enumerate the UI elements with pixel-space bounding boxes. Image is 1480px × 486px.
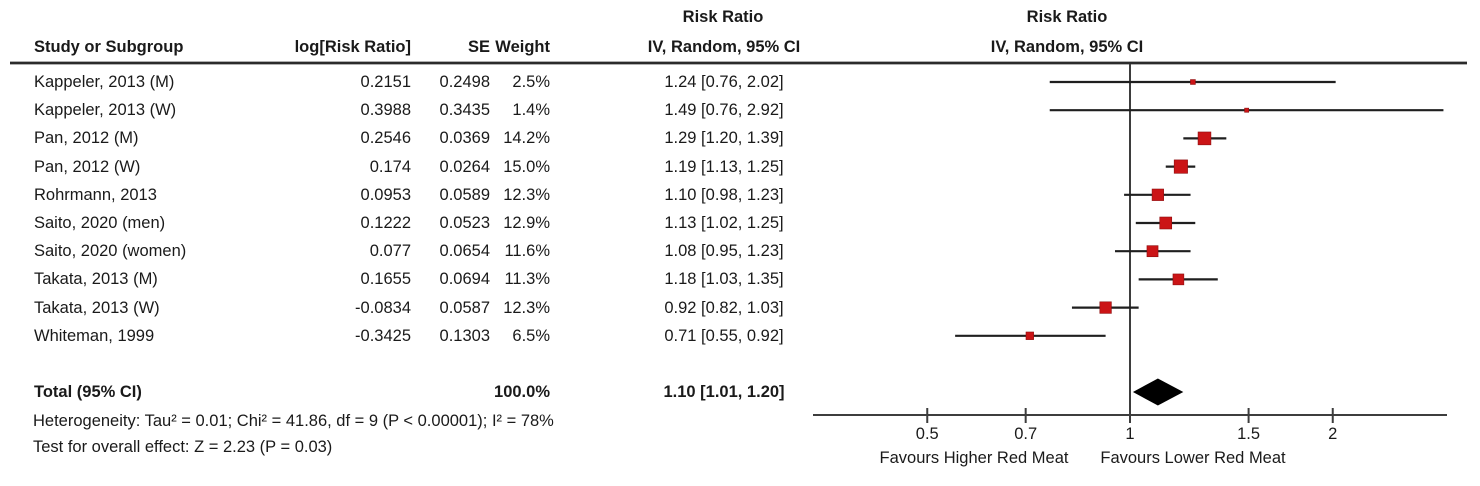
log-risk-ratio-value: -0.3425 bbox=[355, 326, 411, 345]
log-risk-ratio-value: 0.3988 bbox=[360, 101, 411, 120]
table-row: Pan, 2012 (M) 0.2546 0.0369 14.2% 1.29 [1.20… bbox=[0, 124, 810, 152]
se-value: 0.3435 bbox=[439, 101, 490, 120]
se-value: 0.1303 bbox=[439, 326, 490, 345]
table-row: Saito, 2020 (men) 0.1222 0.0523 12.9% 1.13 [… bbox=[0, 209, 810, 237]
ci-text-value: 1.08 [0.95, 1.23] bbox=[664, 242, 784, 261]
study-column-header: Study or Subgroup bbox=[34, 38, 184, 56]
study-label: Whiteman, 1999 bbox=[34, 326, 155, 345]
effect-square bbox=[1025, 331, 1034, 340]
total-label: Total (95% CI) bbox=[34, 383, 142, 401]
weight-value: 1.4% bbox=[512, 101, 550, 120]
ci-text-value: 1.24 [0.76, 2.02] bbox=[664, 73, 784, 91]
favours-left-label: Favours Higher Red Meat bbox=[879, 449, 1069, 467]
study-label: Takata, 2013 (W) bbox=[34, 298, 160, 317]
ci-text-value: 1.19 [1.13, 1.25] bbox=[664, 157, 784, 176]
heterogeneity-note: Heterogeneity: Tau² = 0.01; Chi² = 41.86… bbox=[33, 412, 554, 430]
weight-value: 11.6% bbox=[504, 242, 550, 261]
table-row: Saito, 2020 (women) 0.077 0.0654 11.6% 1.08 … bbox=[0, 237, 810, 265]
study-label: Takata, 2013 (M) bbox=[34, 270, 158, 289]
plot-header-bottom: IV, Random, 95% CI bbox=[990, 38, 1144, 56]
log-risk-ratio-value: 0.2151 bbox=[360, 73, 411, 91]
table-row: Whiteman, 1999 -0.3425 0.1303 6.5% 0.71 [0.5… bbox=[0, 322, 810, 350]
se-value: 0.2498 bbox=[439, 73, 490, 91]
table-row: Rohrmann, 2013 0.0953 0.0589 12.3% 1.10 [0.9… bbox=[0, 181, 810, 209]
ci-text-value: 1.13 [1.02, 1.25] bbox=[664, 214, 784, 232]
effect-square bbox=[1151, 188, 1164, 201]
study-label: Pan, 2012 (W) bbox=[34, 157, 141, 176]
study-label: Kappeler, 2013 (W) bbox=[34, 101, 177, 120]
study-label: Saito, 2020 (women) bbox=[34, 242, 187, 261]
log-risk-ratio-value: 0.174 bbox=[369, 157, 411, 176]
overall-effect-note: Test for overall effect: Z = 2.23 (P = 0… bbox=[33, 438, 333, 456]
axis-tick-label: 1 bbox=[1125, 425, 1135, 443]
table-row: Kappeler, 2013 (M) 0.2151 0.2498 2.5% 1.24 [… bbox=[0, 68, 810, 96]
table-row: Takata, 2013 (W) -0.0834 0.0587 12.3% 0.92 [… bbox=[0, 294, 810, 322]
log-risk-ratio-value: 0.2546 bbox=[360, 129, 411, 148]
axis-tick-label: 0.7 bbox=[1014, 425, 1038, 443]
study-label: Kappeler, 2013 (M) bbox=[34, 73, 175, 91]
ci-text-value: 0.71 [0.55, 0.92] bbox=[664, 326, 784, 345]
log-risk-ratio-value: -0.0834 bbox=[355, 298, 411, 317]
effect-square bbox=[1099, 301, 1112, 314]
log-risk-ratio-value: 0.0953 bbox=[360, 185, 411, 204]
effect-square bbox=[1244, 107, 1250, 113]
ci-text-value: 0.92 [0.82, 1.03] bbox=[664, 298, 784, 317]
plot-header-top: Risk Ratio bbox=[1026, 8, 1108, 26]
axis-tick-label: 2 bbox=[1328, 425, 1338, 443]
summary-diamond bbox=[1132, 378, 1184, 406]
effect-square bbox=[1197, 131, 1212, 146]
ci-text-value: 1.49 [0.76, 2.92] bbox=[664, 101, 784, 120]
table-row: Pan, 2012 (W) 0.174 0.0264 15.0% 1.19 [1.13,… bbox=[0, 153, 810, 181]
table-row: Takata, 2013 (M) 0.1655 0.0694 11.3% 1.18 [1… bbox=[0, 265, 810, 293]
total-ci: 1.10 [1.01, 1.20] bbox=[663, 383, 785, 401]
log-risk-ratio-value: 0.1655 bbox=[360, 270, 411, 289]
log-risk-ratio-value: 0.077 bbox=[369, 242, 411, 261]
effect-column-header-bottom: IV, Random, 95% CI bbox=[647, 38, 801, 56]
se-value: 0.0589 bbox=[439, 185, 490, 204]
weight-value: 14.2% bbox=[503, 129, 550, 148]
axis-tick-label: 1.5 bbox=[1237, 425, 1261, 443]
total-row: Total (95% CI) 100.0% 1.10 [1.01, 1.20] bbox=[0, 378, 810, 406]
study-label: Saito, 2020 (men) bbox=[34, 214, 166, 232]
log-risk-ratio-value: 0.1222 bbox=[360, 214, 411, 232]
se-value: 0.0523 bbox=[439, 214, 490, 232]
weight-value: 12.9% bbox=[503, 214, 550, 232]
se-value: 0.0654 bbox=[439, 242, 490, 261]
weight-value: 12.3% bbox=[503, 298, 550, 317]
weight-value: 6.5% bbox=[512, 326, 550, 345]
se-column-header: SE bbox=[467, 38, 490, 56]
se-value: 0.0694 bbox=[439, 270, 490, 289]
ci-text-value: 1.18 [1.03, 1.35] bbox=[664, 270, 784, 289]
weight-column-header: Weight bbox=[495, 38, 550, 56]
weight-value: 2.5% bbox=[512, 73, 550, 91]
study-label: Pan, 2012 (M) bbox=[34, 129, 139, 148]
effect-square bbox=[1173, 159, 1188, 174]
ci-text-value: 1.29 [1.20, 1.39] bbox=[664, 129, 784, 148]
ci-text-value: 1.10 [0.98, 1.23] bbox=[664, 185, 784, 204]
favours-right-label: Favours Lower Red Meat bbox=[1100, 449, 1286, 467]
effect-square bbox=[1190, 79, 1196, 85]
effect-square bbox=[1159, 216, 1173, 230]
table-row: Kappeler, 2013 (W) 0.3988 0.3435 1.4% 1.49 [… bbox=[0, 96, 810, 124]
log-risk-ratio-column-header: log[Risk Ratio] bbox=[294, 38, 411, 56]
axis-tick-label: 0.5 bbox=[915, 425, 939, 443]
se-value: 0.0369 bbox=[439, 129, 490, 148]
effect-square bbox=[1172, 273, 1185, 286]
effect-column-header-top: Risk Ratio bbox=[682, 8, 764, 26]
effect-square bbox=[1146, 245, 1159, 258]
se-value: 0.0587 bbox=[439, 298, 490, 317]
study-label: Rohrmann, 2013 bbox=[34, 185, 157, 204]
weight-value: 11.3% bbox=[504, 270, 550, 289]
total-weight: 100.0% bbox=[494, 383, 550, 401]
weight-value: 12.3% bbox=[503, 185, 550, 204]
weight-value: 15.0% bbox=[503, 157, 550, 176]
se-value: 0.0264 bbox=[439, 157, 490, 176]
